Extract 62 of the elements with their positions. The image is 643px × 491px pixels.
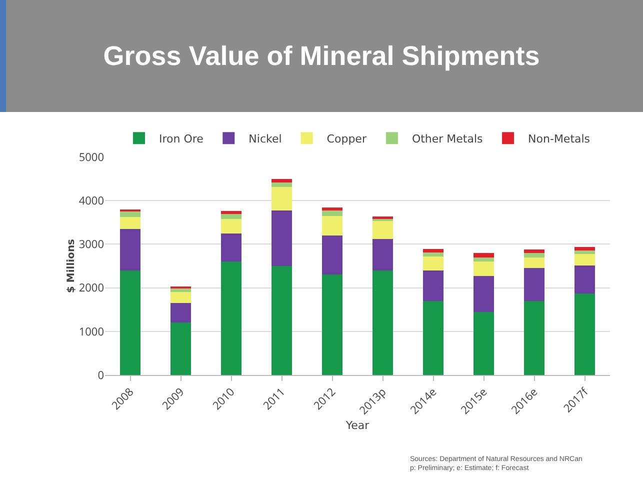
y-tick-label: 4000 <box>78 193 104 208</box>
bar <box>574 266 595 294</box>
bar <box>524 257 544 268</box>
bar <box>170 303 191 323</box>
bar <box>120 217 140 229</box>
bar <box>170 288 191 292</box>
bar <box>170 322 191 375</box>
bar <box>272 266 292 375</box>
legend-label: Nickel <box>248 132 282 146</box>
bar <box>372 270 393 375</box>
legend-label: Copper <box>326 132 367 146</box>
bar <box>170 292 191 304</box>
y-tick-label: 5000 <box>78 150 104 165</box>
bar <box>423 252 444 256</box>
bar <box>120 228 140 270</box>
x-axis-title: Year <box>344 419 370 432</box>
bar <box>322 216 342 236</box>
bar <box>322 274 342 375</box>
bar <box>221 218 242 234</box>
y-tick-label: 2000 <box>78 280 104 296</box>
bar <box>170 286 191 289</box>
bar <box>474 257 494 262</box>
bar <box>272 187 292 211</box>
y-tick-label: 0 <box>98 368 104 383</box>
bar <box>120 212 140 218</box>
chart-title: Gross Value of Mineral Shipments <box>0 0 643 112</box>
bar <box>524 252 544 258</box>
bar <box>272 179 292 182</box>
y-tick-label: 3000 <box>78 237 104 252</box>
bar <box>574 250 595 254</box>
bar <box>322 208 342 211</box>
bar <box>272 210 292 266</box>
bar <box>474 276 494 312</box>
bar <box>120 270 140 375</box>
bar <box>524 249 544 253</box>
bar <box>322 235 342 275</box>
bar <box>423 256 444 270</box>
bar <box>524 300 544 375</box>
bar <box>372 221 393 239</box>
bar <box>221 233 242 262</box>
bar <box>221 214 242 219</box>
y-tick-label: 1000 <box>78 324 104 340</box>
bar <box>524 268 544 301</box>
bar <box>574 254 595 266</box>
bar <box>574 246 595 251</box>
bar <box>372 218 393 222</box>
bar <box>423 249 444 252</box>
bar <box>474 252 494 258</box>
legend-label: Non-Metals <box>528 132 590 146</box>
bar <box>574 293 595 375</box>
bar <box>221 211 242 214</box>
legend-label: Other Metals <box>412 132 484 146</box>
legend-label: Iron Ore <box>159 132 204 146</box>
bar <box>272 182 292 188</box>
y-axis-title: $ Millions <box>66 238 77 294</box>
bar <box>423 300 444 375</box>
bar <box>221 262 242 375</box>
bar <box>322 210 342 216</box>
bar <box>474 262 494 276</box>
bar <box>474 312 494 375</box>
bar <box>372 238 393 270</box>
bar <box>423 270 444 301</box>
